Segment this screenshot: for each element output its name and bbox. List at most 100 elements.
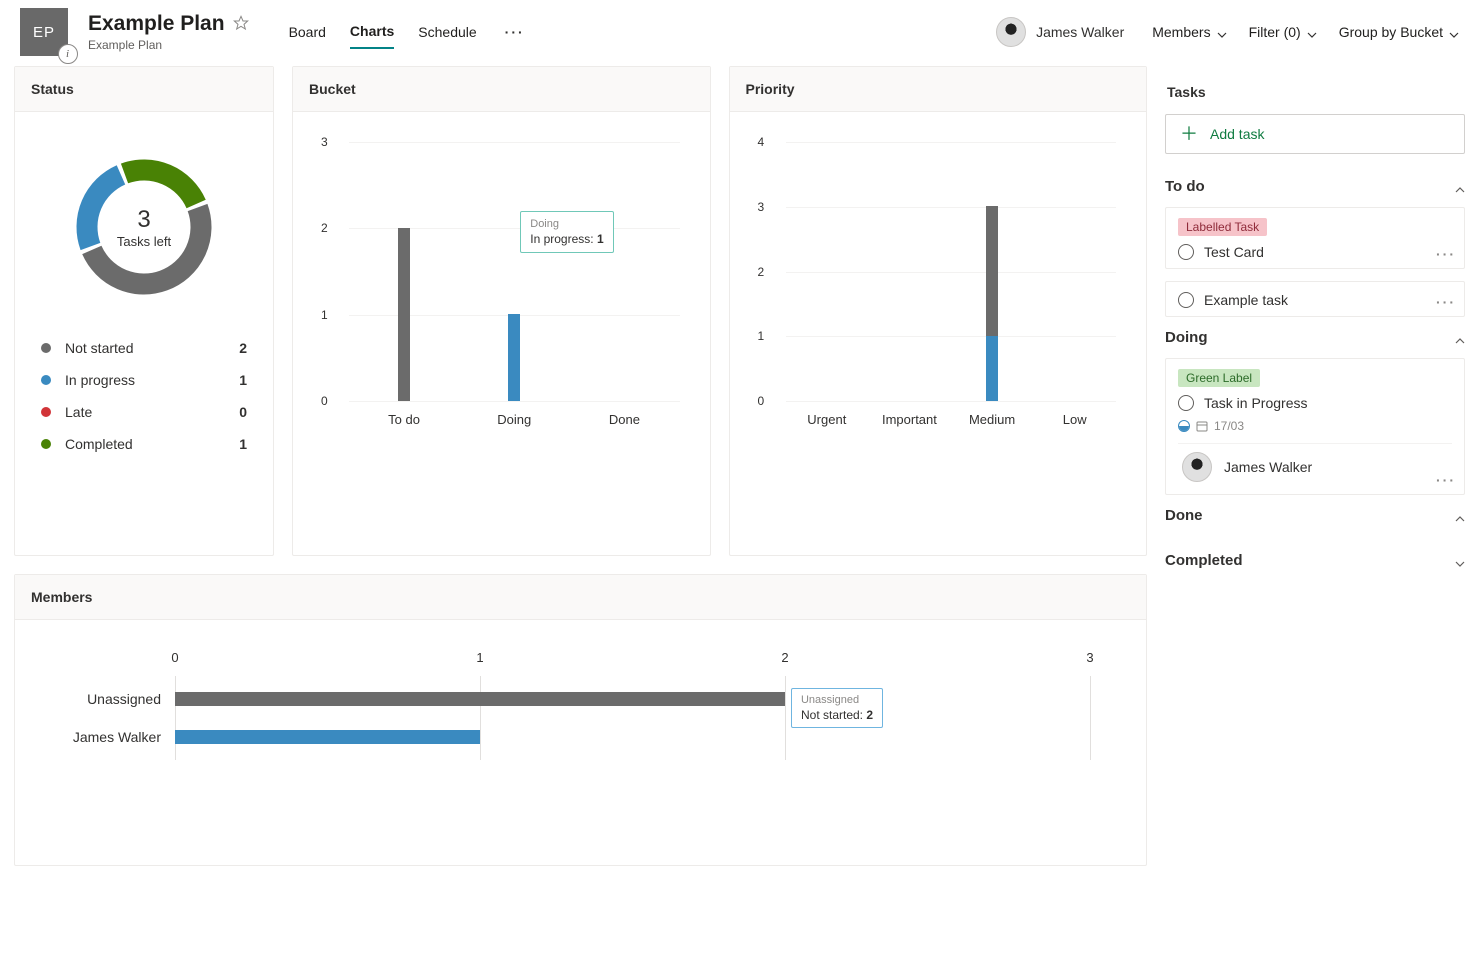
section-done[interactable]: Done xyxy=(1165,507,1465,524)
plan-icon: EP i xyxy=(20,8,68,56)
plan-initials: EP xyxy=(33,24,55,41)
section-doing[interactable]: Doing xyxy=(1165,329,1465,346)
chart-tooltip: UnassignedNot started: 2 xyxy=(791,688,883,728)
bucket-card: Bucket 0123DoingIn progress: 1To doDoing… xyxy=(292,66,711,556)
y-tick: 2 xyxy=(758,265,765,279)
legend-row: Completed1 xyxy=(41,428,247,460)
progress-icon xyxy=(1178,420,1190,432)
calendar-icon xyxy=(1196,420,1208,432)
chevron-up-icon xyxy=(1455,333,1465,343)
legend-value: 2 xyxy=(239,340,247,356)
favorite-star-icon[interactable] xyxy=(233,15,249,34)
section-todo-label: To do xyxy=(1165,178,1205,195)
task-title: Task in Progress xyxy=(1204,395,1307,411)
bar-slot xyxy=(951,142,1034,401)
assignee-name: James Walker xyxy=(1224,459,1312,475)
legend-label: Completed xyxy=(65,436,239,452)
x-tick: 1 xyxy=(476,650,483,665)
bar-slot xyxy=(349,142,459,401)
assignee-avatar-icon xyxy=(1182,452,1212,482)
tab-schedule[interactable]: Schedule xyxy=(418,16,476,48)
section-todo[interactable]: To do xyxy=(1165,178,1465,195)
task-card[interactable]: Example task ··· xyxy=(1165,281,1465,317)
info-icon[interactable]: i xyxy=(58,44,78,64)
member-bar-segment[interactable] xyxy=(175,692,785,706)
task-card[interactable]: Green LabelTask in Progress17/03···James… xyxy=(1165,358,1465,495)
legend-label: Not started xyxy=(65,340,239,356)
legend-value: 0 xyxy=(239,404,247,420)
y-tick: 0 xyxy=(758,394,765,408)
bucket-title: Bucket xyxy=(293,67,710,112)
chevron-up-icon xyxy=(1455,511,1465,521)
group-by-dropdown[interactable]: Group by Bucket xyxy=(1339,24,1459,40)
view-tabs: Board Charts Schedule ··· xyxy=(289,15,529,49)
add-task-label: Add task xyxy=(1210,126,1264,142)
chart-tooltip: DoingIn progress: 1 xyxy=(520,211,613,253)
group-by-label: Group by Bucket xyxy=(1339,24,1443,40)
bar-segment[interactable] xyxy=(986,206,998,336)
task-label-badge: Green Label xyxy=(1178,369,1260,387)
x-label: Urgent xyxy=(786,412,869,427)
bar-slot xyxy=(459,142,569,401)
add-task-button[interactable]: ＋ Add task xyxy=(1165,114,1465,154)
member-bar-segment[interactable] xyxy=(175,730,480,744)
bar-slot xyxy=(569,142,679,401)
section-completed[interactable]: Completed xyxy=(1165,552,1465,569)
members-dropdown[interactable]: Members xyxy=(1152,24,1226,40)
bucket-chart: 0123DoingIn progress: 1To doDoingDone xyxy=(293,112,710,555)
legend-dot-icon xyxy=(41,375,51,385)
priority-title: Priority xyxy=(730,67,1147,112)
bar-segment[interactable] xyxy=(986,336,998,401)
task-more-icon[interactable]: ··· xyxy=(1436,472,1456,488)
task-title: Example task xyxy=(1204,292,1288,308)
task-assignee: James Walker xyxy=(1178,443,1452,486)
legend-label: Late xyxy=(65,404,239,420)
task-complete-radio[interactable] xyxy=(1178,292,1194,308)
bar-segment[interactable] xyxy=(398,228,410,401)
current-user[interactable]: James Walker xyxy=(996,17,1124,47)
chevron-down-icon xyxy=(1217,27,1227,37)
tab-charts[interactable]: Charts xyxy=(350,15,394,49)
tasks-sidebar: Tasks ＋ Add task To do Labelled TaskTest… xyxy=(1165,66,1465,866)
y-tick: 4 xyxy=(758,135,765,149)
members-chart: 0123UnassignedUnassignedNot started: 2Ja… xyxy=(15,620,1146,766)
x-label: Doing xyxy=(459,412,569,427)
legend-value: 1 xyxy=(239,372,247,388)
y-tick: 2 xyxy=(321,221,328,235)
chevron-down-icon xyxy=(1449,27,1459,37)
y-tick: 0 xyxy=(321,394,328,408)
legend-dot-icon xyxy=(41,439,51,449)
x-tick: 2 xyxy=(781,650,788,665)
legend-row: In progress1 xyxy=(41,364,247,396)
tab-board[interactable]: Board xyxy=(289,16,326,48)
chevron-up-icon xyxy=(1455,182,1465,192)
legend-label: In progress xyxy=(65,372,239,388)
legend-dot-icon xyxy=(41,407,51,417)
priority-chart: 01234UrgentImportantMediumLow xyxy=(730,112,1147,555)
x-label: Done xyxy=(569,412,679,427)
task-complete-radio[interactable] xyxy=(1178,244,1194,260)
members-card: Members 0123UnassignedUnassignedNot star… xyxy=(14,574,1147,866)
filter-label: Filter (0) xyxy=(1249,24,1301,40)
user-avatar-icon xyxy=(996,17,1026,47)
plan-subtitle: Example Plan xyxy=(88,38,249,52)
filter-dropdown[interactable]: Filter (0) xyxy=(1249,24,1317,40)
task-more-icon[interactable]: ··· xyxy=(1436,294,1456,310)
y-tick: 1 xyxy=(321,308,328,322)
y-tick: 3 xyxy=(321,135,328,149)
task-more-icon[interactable]: ··· xyxy=(1436,246,1456,262)
more-views-icon[interactable]: ··· xyxy=(501,24,529,40)
task-card[interactable]: Labelled TaskTest Card··· xyxy=(1165,207,1465,269)
task-complete-radio[interactable] xyxy=(1178,395,1194,411)
task-title: Test Card xyxy=(1204,244,1264,260)
chevron-down-icon xyxy=(1455,556,1465,566)
section-doing-label: Doing xyxy=(1165,329,1208,346)
x-tick: 0 xyxy=(171,650,178,665)
tasks-left-label: Tasks left xyxy=(117,234,171,249)
x-tick: 3 xyxy=(1086,650,1093,665)
bar-segment[interactable] xyxy=(508,314,520,401)
user-name: James Walker xyxy=(1036,24,1124,40)
plan-titles: Example Plan Example Plan xyxy=(88,12,249,52)
status-donut-chart: 3 Tasks left xyxy=(69,152,219,302)
plus-icon: ＋ xyxy=(1180,125,1198,143)
